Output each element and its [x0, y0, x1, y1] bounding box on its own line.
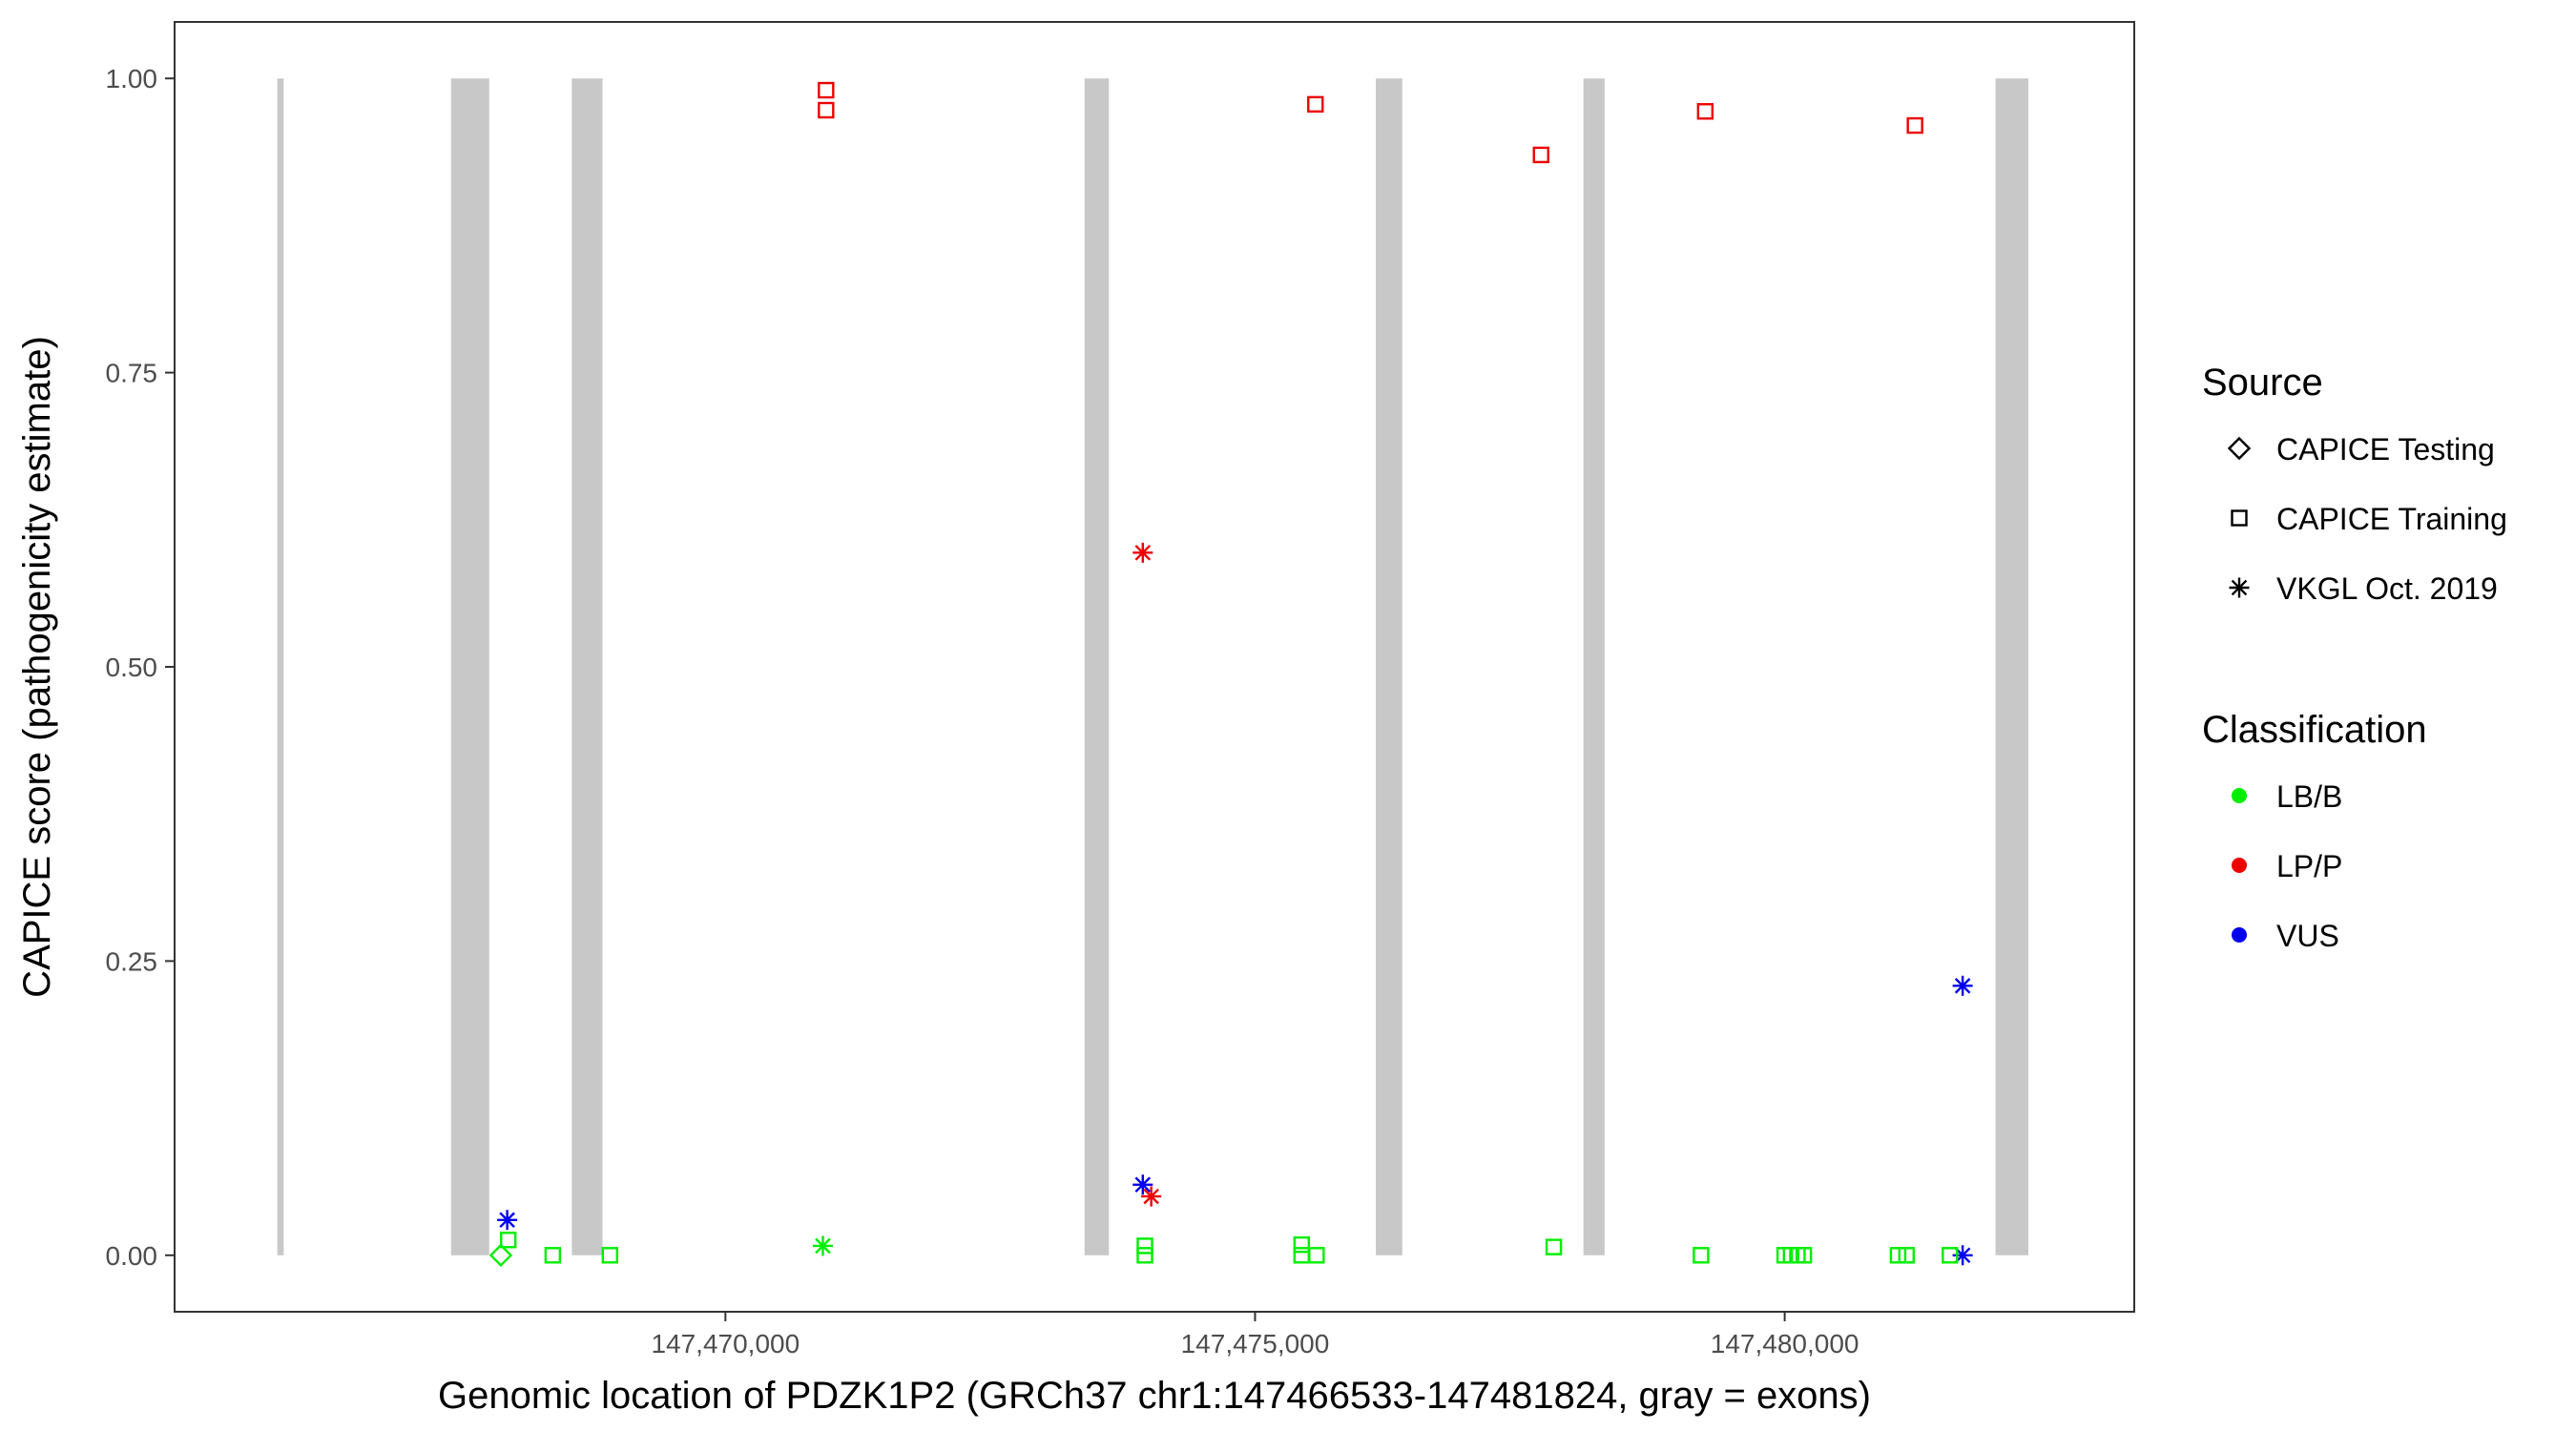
legend-classification-key-1 [2232, 788, 2247, 803]
data-point-11 [1952, 975, 1973, 996]
exon-band-2 [450, 78, 489, 1255]
y-tick-label-2: 0.25 [106, 946, 158, 976]
exon-band-3 [571, 78, 603, 1255]
exon-band-1 [277, 78, 284, 1255]
exon-band-5 [1376, 78, 1402, 1255]
legend-classification-key-3 [2232, 927, 2247, 943]
data-point-23 [1545, 1238, 1563, 1255]
data-point-17 [601, 1247, 619, 1264]
data-point-28 [1795, 1247, 1813, 1264]
legend-classification-label-2: LP/P [2276, 849, 2342, 883]
exon-band-6 [1583, 78, 1605, 1255]
y-tick-label-3: 0.50 [106, 653, 158, 682]
y-tick-label-1: 0.00 [106, 1241, 158, 1271]
x-tick-label-1: 147,470,000 [651, 1329, 800, 1358]
y-axis-title: CAPICE score (pathogenicity estimate) [16, 336, 58, 998]
data-point-7 [1132, 542, 1153, 563]
data-point-30 [1898, 1247, 1915, 1264]
data-point-20 [1293, 1235, 1311, 1254]
data-point-5 [1696, 103, 1714, 120]
data-point-9 [1132, 1174, 1153, 1195]
legend-classification-key-2 [2232, 858, 2247, 873]
x-tick-label-2: 147,475,000 [1181, 1329, 1330, 1358]
exon-band-4 [1084, 78, 1110, 1255]
data-point-2 [818, 101, 835, 119]
legend-source-label-1: CAPICE Testing [2276, 432, 2495, 467]
legend-source-label-2: CAPICE Training [2276, 502, 2507, 536]
y-tick-label-5: 1.00 [106, 64, 158, 93]
data-point-13 [812, 1235, 833, 1256]
data-point-3 [1307, 95, 1324, 114]
data-point-24 [1693, 1247, 1710, 1264]
legend-source-key-2 [2231, 509, 2248, 527]
legend-classification-label-3: VUS [2276, 919, 2339, 953]
x-axis: 147,470,000 147,475,000 147,480,000 [651, 1312, 1859, 1358]
legend-source-label-3: VKGL Oct. 2019 [2276, 571, 2498, 606]
x-axis-title: Genomic location of PDZK1P2 (GRCh37 chr1… [438, 1375, 1871, 1417]
data-point-19 [1136, 1247, 1153, 1264]
legend-source-items: CAPICE Testing CAPICE Training VKGL Oct. 2… [2227, 432, 2507, 606]
data-point-1 [818, 81, 835, 99]
data-point-16 [544, 1247, 562, 1264]
exon-band-7 [1995, 78, 2028, 1255]
legend-source-key-3 [2229, 577, 2250, 598]
data-point-21 [1293, 1247, 1311, 1264]
data-point-6 [1906, 116, 1923, 135]
data-point-18 [1136, 1237, 1153, 1255]
data-point-29 [1889, 1247, 1907, 1264]
legend: Source CAPICE Testing CAPICE Training VKGL… [2202, 362, 2507, 953]
data-point-14 [500, 1232, 517, 1249]
legend-classification-label-1: LB/B [2276, 779, 2342, 814]
data-point-4 [1532, 146, 1549, 164]
data-points [488, 81, 1973, 1267]
legend-classification-title: Classification [2202, 709, 2427, 751]
legend-source-key-1 [2227, 436, 2252, 461]
legend-classification-items: LB/B LP/P VUS [2232, 779, 2342, 953]
data-point-8 [1141, 1186, 1162, 1207]
legend-source-title: Source [2202, 362, 2323, 404]
y-tick-label-4: 0.75 [106, 359, 158, 388]
data-point-31 [1942, 1247, 1959, 1264]
y-axis: 0.00 0.25 0.50 0.75 1.00 [106, 64, 175, 1271]
x-tick-label-3: 147,480,000 [1711, 1329, 1859, 1358]
exon-bands [277, 78, 2028, 1255]
data-point-10 [497, 1210, 518, 1231]
data-point-15 [488, 1243, 513, 1267]
data-point-22 [1308, 1247, 1325, 1264]
